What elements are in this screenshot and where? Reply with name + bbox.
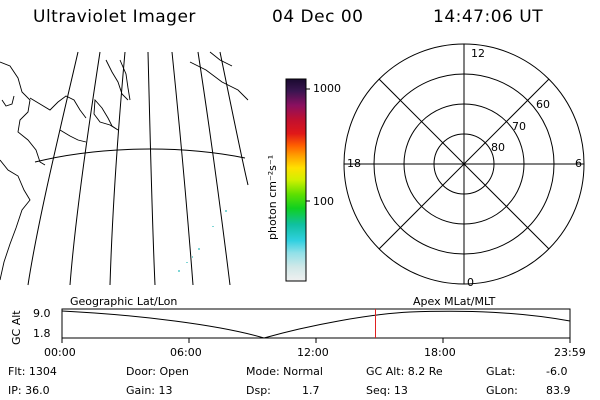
colorbar xyxy=(285,78,310,282)
mode-value: Mode: Normal xyxy=(246,365,323,378)
glon-label: GLon: xyxy=(486,384,518,397)
door-status: Door: Open xyxy=(126,365,189,378)
dsp-label: Dsp: xyxy=(246,384,271,397)
lat-label-60: 60 xyxy=(536,98,550,111)
time-tick-2359: 23:59 xyxy=(554,346,586,359)
ip-value: IP: 36.0 xyxy=(8,384,50,397)
lat-label-80: 80 xyxy=(491,141,505,154)
altitude-tick-9: 9.0 xyxy=(33,307,51,320)
colorbar-tick-100: 100 xyxy=(313,195,334,208)
altitude-axis-label: GC Alt xyxy=(10,310,23,345)
time-tick-1800: 18:00 xyxy=(424,346,456,359)
altitude-tick-1-8: 1.8 xyxy=(33,327,51,340)
glat-value: -6.0 xyxy=(546,365,568,378)
sequence-number: Seq: 13 xyxy=(366,384,408,397)
mlt-label-18: 18 xyxy=(347,157,361,170)
time-tick-0000: 00:00 xyxy=(44,346,76,359)
dsp-value: 1.7 xyxy=(302,384,320,397)
time-tick-1200: 12:00 xyxy=(297,346,329,359)
current-time-marker xyxy=(374,309,376,338)
time-tick-0600: 06:00 xyxy=(170,346,202,359)
instrument-title: Ultraviolet Imager xyxy=(33,7,196,27)
glat-label: GLat: xyxy=(486,365,516,378)
colorbar-tick-1000: 1000 xyxy=(313,82,341,95)
gain-value: Gain: 13 xyxy=(126,384,173,397)
mlt-label-12: 12 xyxy=(471,47,485,60)
mlt-label-0: 0 xyxy=(467,276,474,289)
glon-value: 83.9 xyxy=(546,384,571,397)
time-label: 14:47:06 UT xyxy=(433,7,544,27)
date-label: 04 Dec 00 xyxy=(272,7,364,27)
gc-altitude: GC Alt: 8.2 Re xyxy=(366,365,443,378)
apex-panel-label: Apex MLat/MLT xyxy=(413,295,496,308)
geographic-panel-label: Geographic Lat/Lon xyxy=(70,295,178,308)
flight-number: Flt: 1304 xyxy=(8,365,57,378)
lat-label-70: 70 xyxy=(512,120,526,133)
mlt-label-6: 6 xyxy=(575,157,582,170)
